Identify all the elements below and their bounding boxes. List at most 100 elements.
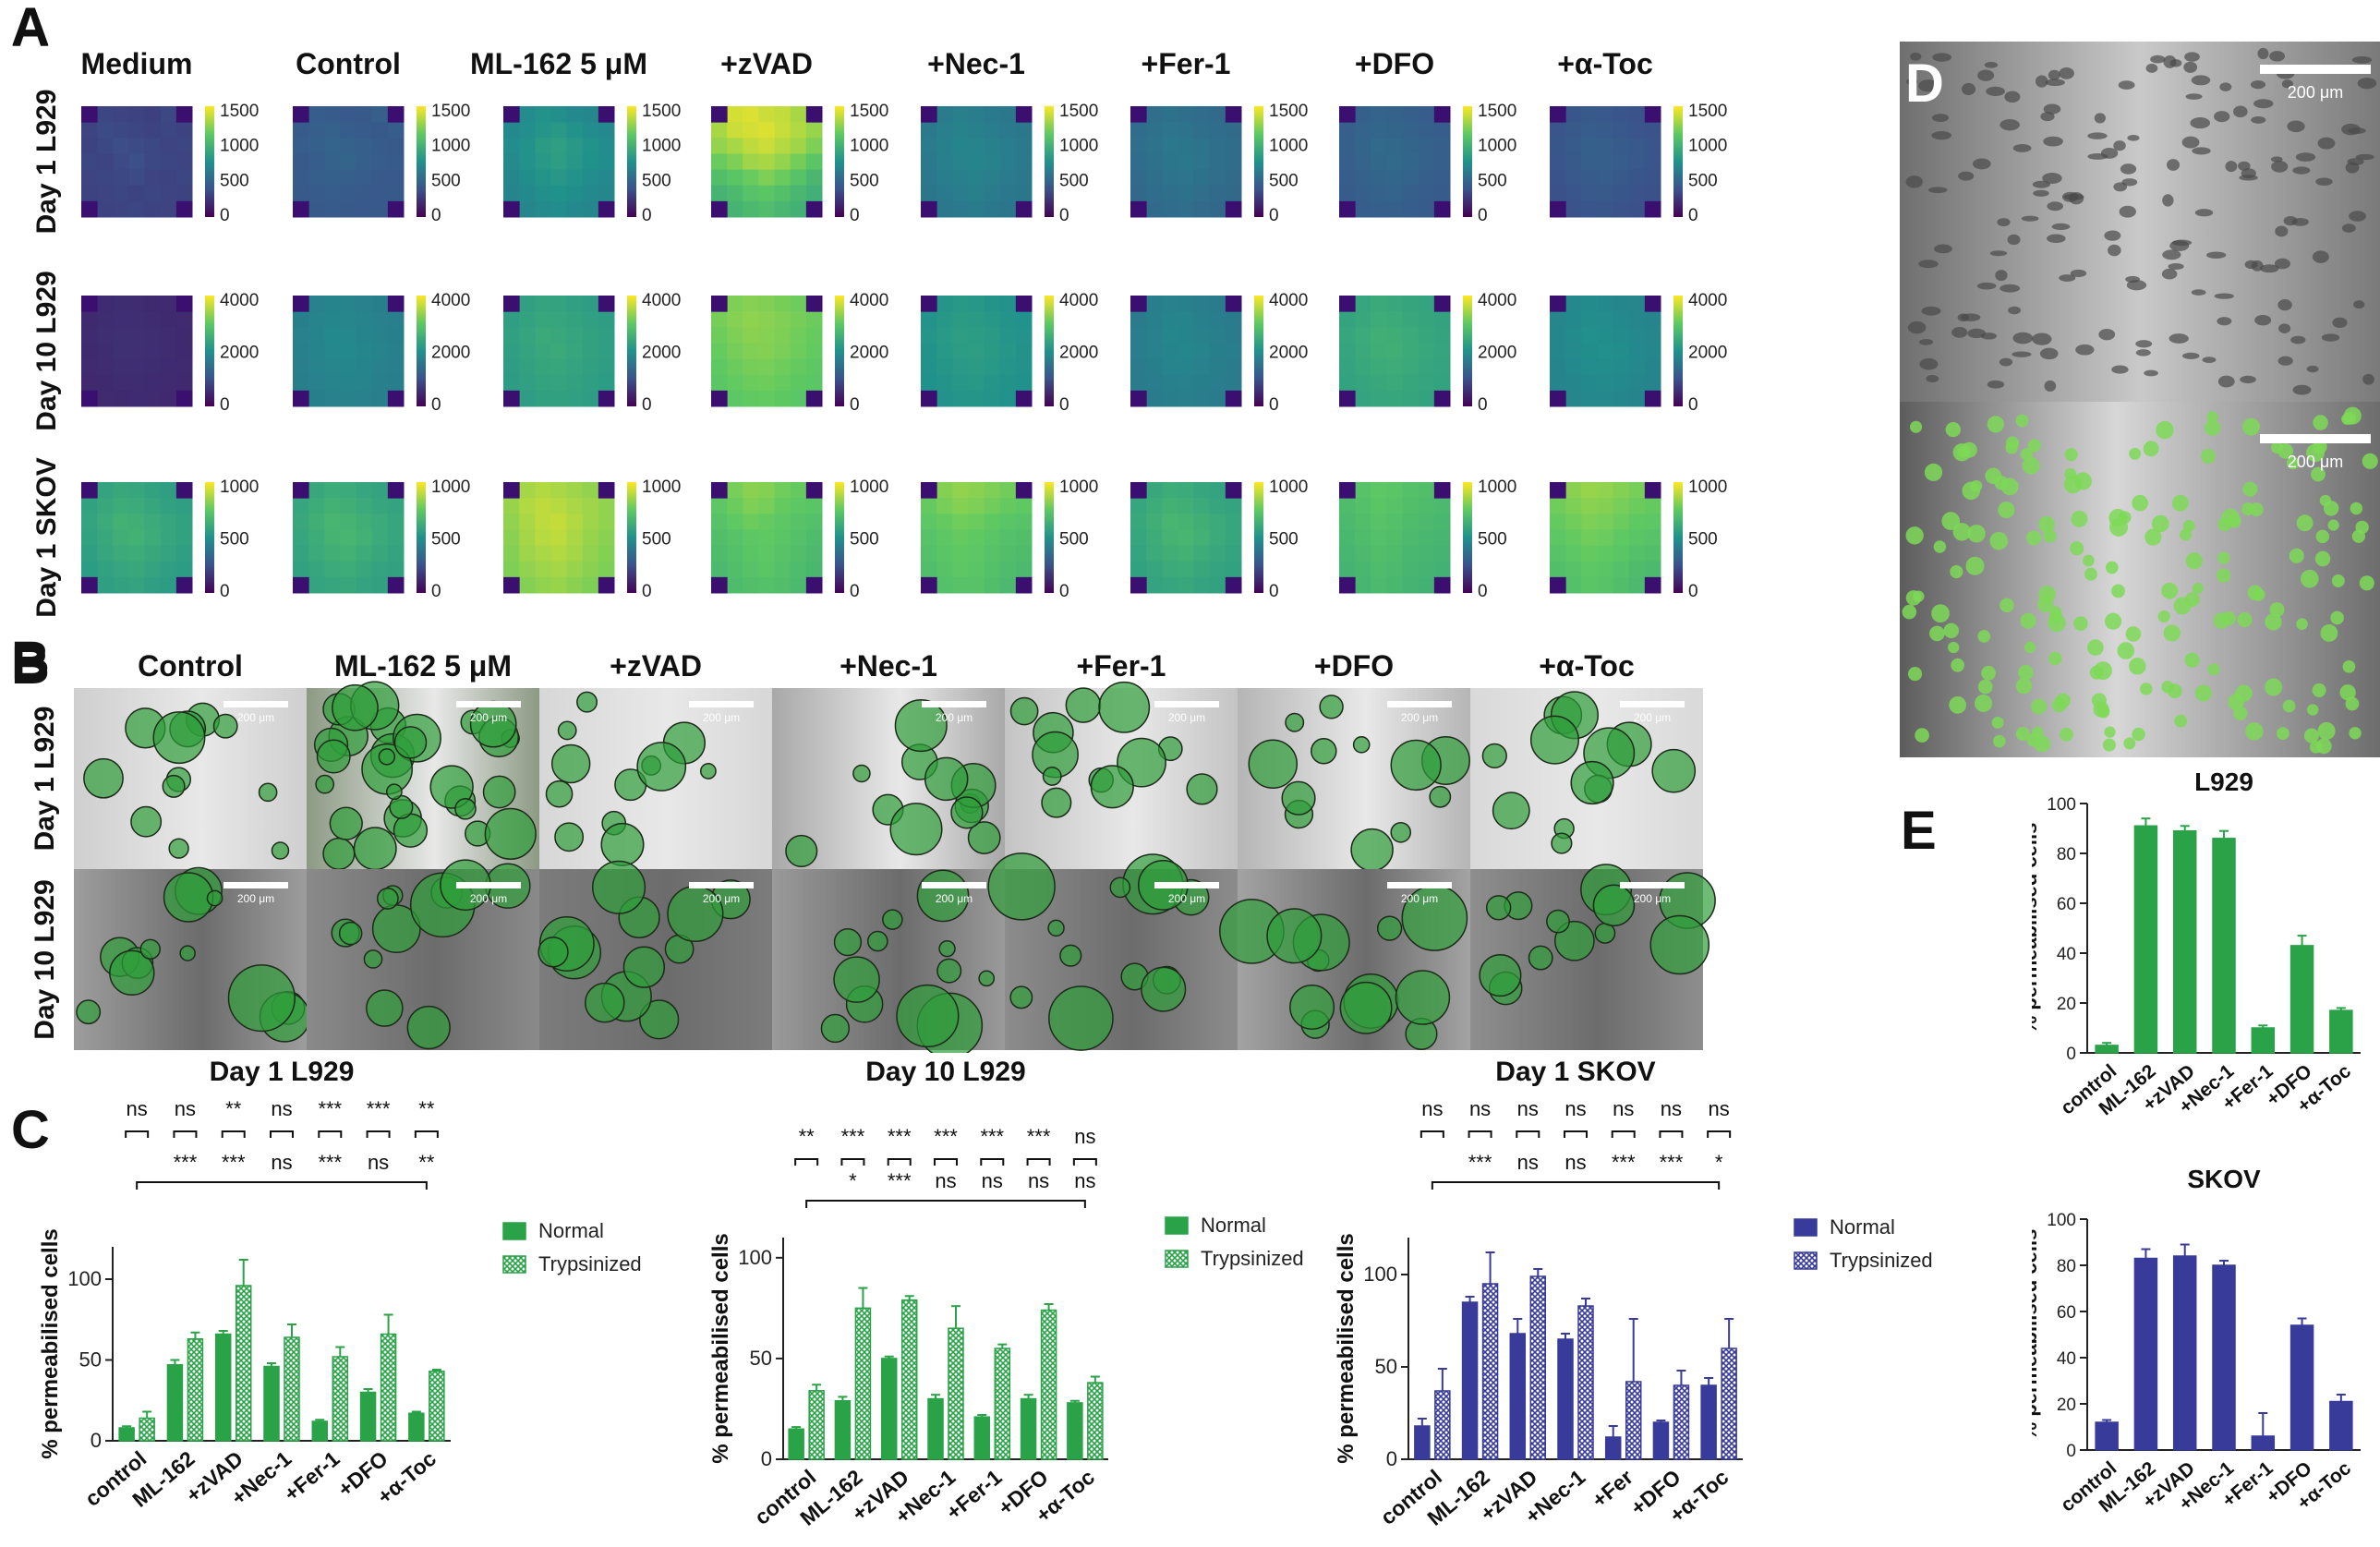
- permeabilised-cell: [2269, 602, 2285, 618]
- heatmap-cell: [128, 576, 146, 594]
- heatmap-cell: [1355, 358, 1371, 376]
- heatmap-cell: [711, 514, 728, 530]
- heatmap-cell: [758, 545, 776, 562]
- heatmap-cell: [1146, 514, 1163, 530]
- cell: [1905, 175, 1923, 188]
- heatmap-cell: [999, 200, 1017, 218]
- colorbar-tick-label: 0: [1059, 206, 1069, 225]
- panel-b-micrographs: B Control ML-162 5 μM +zVAD +Nec-1 +Fer-1 +DFO…: [11, 637, 1716, 1053]
- heatmap-cell: [550, 296, 568, 312]
- heatmap-cell: [921, 374, 937, 392]
- heatmap-cell: [1015, 514, 1033, 530]
- heatmap-cell: [503, 561, 520, 578]
- cell-cluster: [393, 726, 428, 759]
- permeabilised-cell: [2245, 722, 2264, 741]
- heatmap-cell: [371, 390, 389, 407]
- heatmap-cell: [519, 327, 536, 344]
- permeabilised-cell: [1975, 694, 1993, 713]
- heatmap-cell: [371, 561, 389, 578]
- permeabilised-cell: [2118, 511, 2132, 525]
- heatmap-cell: [324, 122, 341, 139]
- heatmap-cell: [743, 122, 759, 139]
- scale-bar: [1387, 701, 1452, 707]
- significance-bracket: [1431, 1181, 1721, 1190]
- heatmap-cell: [1371, 169, 1387, 187]
- heatmap-cell: [128, 311, 146, 328]
- cell: [2059, 274, 2076, 282]
- scale-bar: [224, 701, 288, 707]
- heatmap-cell: [1209, 374, 1226, 392]
- bar: [1040, 1309, 1057, 1460]
- bar: [808, 1390, 825, 1460]
- cell: [1958, 171, 1975, 181]
- significance-label: ***: [367, 1097, 391, 1120]
- heatmap-cell: [308, 390, 325, 407]
- cell-cluster: [1319, 695, 1344, 719]
- cell: [2184, 52, 2200, 62]
- heatmap-cell: [371, 296, 389, 312]
- colorbar-tick-label: 0: [220, 395, 230, 415]
- heatmap-cell: [519, 529, 536, 547]
- permeabilised-cell: [2282, 699, 2296, 713]
- heatmap-cell: [81, 529, 98, 547]
- permeabilised-cell: [2132, 494, 2148, 512]
- heatmap-cell: [758, 390, 776, 407]
- cell-cluster: [1248, 739, 1299, 789]
- heatmap-cell: [1581, 311, 1598, 328]
- heatmap-cell: [371, 153, 389, 171]
- heatmap-cell: [1225, 561, 1242, 578]
- heatmap-cell: [968, 327, 985, 344]
- heatmap-cell: [1130, 153, 1147, 171]
- colorbar: [627, 482, 636, 593]
- heatmap-cell: [1209, 138, 1226, 154]
- heatmap-cell: [1015, 358, 1033, 376]
- cell-cluster: [557, 720, 577, 741]
- cell-cluster: [1649, 914, 1710, 975]
- permeabilised-cell: [2313, 415, 2328, 430]
- cell: [2357, 78, 2377, 90]
- colorbar-tick-label: 0: [850, 395, 860, 415]
- heatmap-cell: [1644, 311, 1661, 328]
- bar: [2133, 825, 2158, 1054]
- permeabilised-cell: [2242, 417, 2260, 436]
- heatmap-cell: [519, 561, 536, 578]
- heatmap-cell: [1433, 545, 1451, 562]
- heatmap-cell: [790, 311, 807, 328]
- colorbar-tick-label: 4000: [1269, 291, 1308, 310]
- heatmap-cell: [1193, 138, 1211, 154]
- heatmap-cell: [1613, 138, 1630, 154]
- permeabilised-cell: [2117, 642, 2135, 659]
- heatmap-cell: [175, 374, 193, 392]
- significance-label: ns: [1074, 1169, 1095, 1192]
- permeabilised-cell: [2151, 514, 2169, 533]
- cell-cluster: [1285, 712, 1305, 732]
- heatmap-cell: [324, 482, 341, 499]
- heatmap-corner-cell: [503, 296, 520, 312]
- significance-label: ***: [934, 1125, 958, 1148]
- heatmap-cell: [1418, 138, 1435, 154]
- heatmap-cell: [175, 545, 193, 562]
- cell: [2039, 347, 2059, 360]
- heatmap-cell: [936, 169, 953, 187]
- heatmap-cell: [340, 106, 357, 123]
- heatmap-cell: [743, 390, 759, 407]
- heatmap-cell: [128, 561, 146, 578]
- cell-cluster: [168, 838, 189, 859]
- cell-cluster: [162, 774, 186, 798]
- heatmap-cell: [340, 311, 357, 328]
- panel-label-c: C: [11, 1100, 50, 1160]
- heatmap-cell: [550, 358, 568, 376]
- column-header: +zVAD: [720, 47, 813, 80]
- colorbar-tick-label: 2000: [220, 344, 259, 363]
- y-tick-label: 0: [1386, 1447, 1397, 1470]
- heatmap-cell: [952, 561, 969, 578]
- cell-cluster: [1047, 919, 1065, 937]
- heatmap-cell: [1162, 296, 1178, 312]
- heatmap-cell: [790, 169, 807, 187]
- significance-bracket: [173, 1130, 198, 1138]
- cell: [2185, 93, 2203, 100]
- heatmap-cell: [128, 138, 146, 154]
- heatmap-cell: [582, 296, 599, 312]
- cell: [2169, 333, 2189, 344]
- heatmap-cell: [727, 576, 743, 594]
